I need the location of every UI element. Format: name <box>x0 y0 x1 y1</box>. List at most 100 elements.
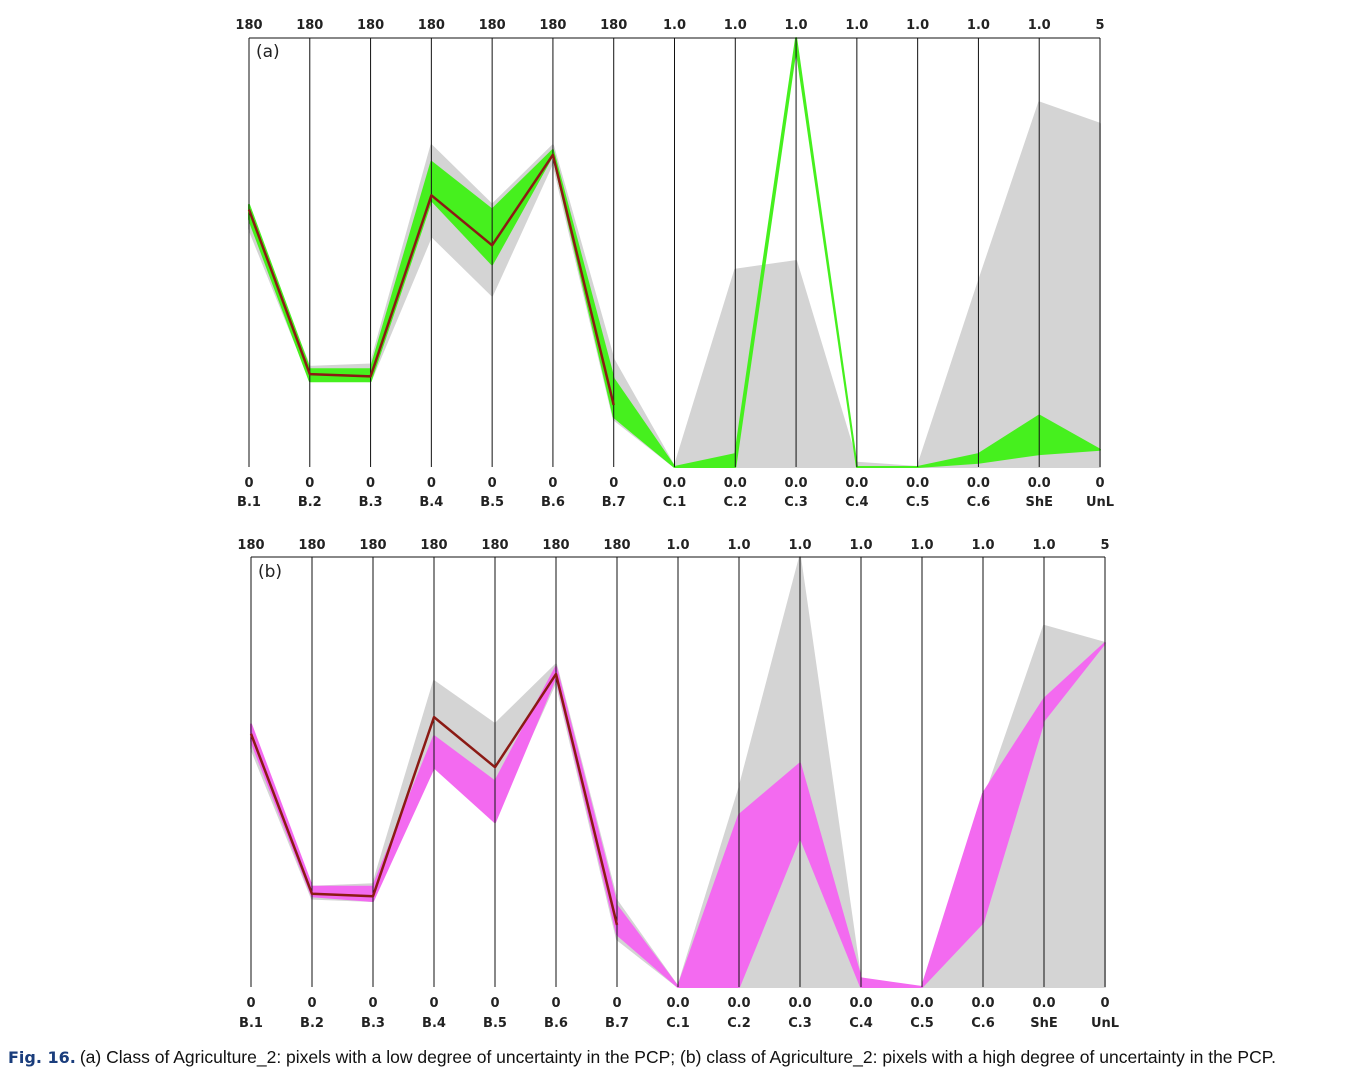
axis-name-label: ShE <box>1030 1016 1058 1031</box>
axis-max-label: 5 <box>1100 538 1109 553</box>
axis-min-label: 0 <box>429 996 438 1011</box>
axis-min-label: 0.0 <box>727 996 750 1011</box>
axis-name-label: B.1 <box>237 495 261 510</box>
axis-max-label: 180 <box>235 18 262 33</box>
axis-min-label: 0.0 <box>785 476 808 491</box>
axis-name-label: B.6 <box>541 495 565 510</box>
axis-name-label: B.5 <box>480 495 504 510</box>
axis-min-label: 0 <box>244 476 253 491</box>
axis-name-label: B.7 <box>602 495 626 510</box>
axis-name-label: C.2 <box>727 1016 751 1031</box>
axis-name-label: B.5 <box>483 1016 507 1031</box>
axis-name-label: B.1 <box>239 1016 263 1031</box>
axis-min-label: 0.0 <box>663 476 686 491</box>
axis-max-label: 1.0 <box>1032 538 1055 553</box>
axis-max-label: 5 <box>1095 18 1104 33</box>
axis-name-label: UnL <box>1091 1016 1119 1031</box>
axis-max-label: 1.0 <box>724 18 747 33</box>
axis-name-label: B.2 <box>298 495 322 510</box>
axis-min-label: 0 <box>612 996 621 1011</box>
axis-max-label: 1.0 <box>845 18 868 33</box>
parallel-coordinates-figure: (a) 180 0 B.1 180 0 B.2 180 0 B.3 180 0 B.4 180 0 B.5 18… <box>235 18 1119 1031</box>
axis-max-label: 180 <box>539 18 566 33</box>
axis-name-label: B.7 <box>605 1016 629 1031</box>
axis-name-label: C.6 <box>967 495 991 510</box>
highlighted-pixels-band <box>250 642 1106 988</box>
axis-name-label: B.6 <box>544 1016 568 1031</box>
axis-min-label: 0.0 <box>724 476 747 491</box>
axis-max-label: 1.0 <box>967 18 990 33</box>
panel-label: (a) <box>256 42 280 62</box>
axis-max-label: 180 <box>479 18 506 33</box>
axis-min-label: 0.0 <box>845 476 868 491</box>
axis-min-label: 0 <box>368 996 377 1011</box>
axis-name-label: B.2 <box>300 1016 324 1031</box>
axis-min-label: 0 <box>307 996 316 1011</box>
axis-max-label: 180 <box>298 538 325 553</box>
axis-max-label: 180 <box>600 18 627 33</box>
axis-name-label: C.5 <box>906 495 930 510</box>
axis-min-label: 0.0 <box>1028 476 1051 491</box>
axis-max-label: 180 <box>296 18 323 33</box>
axis-min-label: 0 <box>246 996 255 1011</box>
axis-name-label: C.1 <box>666 1016 690 1031</box>
axis-max-label: 1.0 <box>666 538 689 553</box>
highlighted-pixels-band <box>248 37 1101 468</box>
axis-name-label: C.4 <box>845 495 869 510</box>
axis-min-label: 0 <box>1095 476 1104 491</box>
axis-min-label: 0.0 <box>666 996 689 1011</box>
axis-max-label: 180 <box>237 538 264 553</box>
axis-min-label: 0.0 <box>910 996 933 1011</box>
axis-max-label: 180 <box>481 538 508 553</box>
axis-min-label: 0.0 <box>849 996 872 1011</box>
axis-max-label: 1.0 <box>785 18 808 33</box>
axis-min-label: 0 <box>551 996 560 1011</box>
axis-max-label: 1.0 <box>906 18 929 33</box>
axis-name-label: UnL <box>1086 495 1114 510</box>
axis-name-label: C.3 <box>784 495 808 510</box>
axis-name-label: C.4 <box>849 1016 873 1031</box>
axis-min-label: 0.0 <box>967 476 990 491</box>
axis-min-label: 0 <box>488 476 497 491</box>
panel-label: (b) <box>258 562 282 582</box>
figure-caption-text: (a) Class of Agriculture_2: pixels with … <box>79 1047 1276 1067</box>
axis-name-label: B.3 <box>361 1016 385 1031</box>
axis-min-label: 0.0 <box>906 476 929 491</box>
axis-max-label: 1.0 <box>971 538 994 553</box>
axis-min-label: 0 <box>305 476 314 491</box>
axis-name-label: C.1 <box>663 495 687 510</box>
axis-name-label: C.5 <box>910 1016 934 1031</box>
axis-min-label: 0.0 <box>1032 996 1055 1011</box>
mean-line <box>247 153 615 406</box>
figure-label: Fig. 16. <box>8 1048 76 1067</box>
axis-max-label: 1.0 <box>727 538 750 553</box>
axis-name-label: C.3 <box>788 1016 812 1031</box>
axis-max-label: 180 <box>418 18 445 33</box>
axis-max-label: 1.0 <box>910 538 933 553</box>
axis-name-label: C.2 <box>724 495 748 510</box>
axis-min-label: 0 <box>490 996 499 1011</box>
figure-caption: Fig. 16. (a) Class of Agriculture_2: pixe… <box>8 1047 1358 1068</box>
axis-max-label: 1.0 <box>663 18 686 33</box>
axis-min-label: 0.0 <box>788 996 811 1011</box>
axis-min-label: 0 <box>609 476 618 491</box>
axis-name-label: B.4 <box>419 495 443 510</box>
pcp-panel-a: (a) 180 0 B.1 180 0 B.2 180 0 B.3 180 0 B.4 180 0 B.5 18… <box>235 18 1114 510</box>
axis-name-label: ShE <box>1025 495 1053 510</box>
axis-min-label: 0 <box>548 476 557 491</box>
axis-min-label: 0 <box>1100 996 1109 1011</box>
axis-max-label: 180 <box>542 538 569 553</box>
axis-min-label: 0.0 <box>971 996 994 1011</box>
axis-max-label: 1.0 <box>788 538 811 553</box>
axis-max-label: 1.0 <box>849 538 872 553</box>
axis-min-label: 0 <box>366 476 375 491</box>
axis-max-label: 180 <box>420 538 447 553</box>
pcp-panel-b: (b) 180 0 B.1 180 0 B.2 180 0 B.3 180 0 B.4 180 0 B.5 18… <box>237 538 1119 1031</box>
axis-max-label: 180 <box>359 538 386 553</box>
axis-max-label: 180 <box>357 18 384 33</box>
axis-min-label: 0 <box>427 476 436 491</box>
axis-name-label: C.6 <box>971 1016 995 1031</box>
axis-name-label: B.4 <box>422 1016 446 1031</box>
axis-max-label: 180 <box>603 538 630 553</box>
mean-line <box>249 672 619 926</box>
